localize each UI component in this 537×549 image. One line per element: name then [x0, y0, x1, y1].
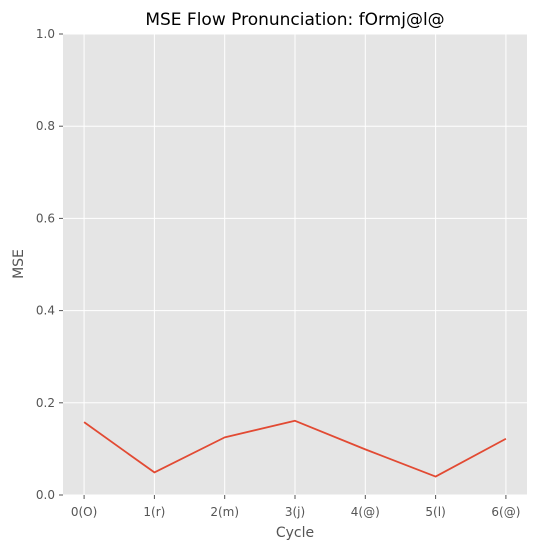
data-point	[505, 438, 507, 440]
grid-lines	[63, 33, 527, 496]
data-point	[224, 436, 226, 438]
x-tick-label: 3(j)	[285, 505, 305, 519]
chart-title: MSE Flow Pronunciation: fOrmj@l@	[145, 10, 444, 30]
y-tick-label: 0.6	[36, 211, 55, 225]
data-point	[364, 448, 366, 450]
series-lines	[83, 419, 507, 478]
data-point	[83, 421, 85, 423]
x-tick-label: 1(r)	[143, 505, 165, 519]
x-axis-label: Cycle	[276, 525, 314, 541]
y-tick-label: 0.0	[36, 488, 55, 502]
x-tick-label: 6(@)	[491, 505, 520, 519]
y-tick-label: 0.8	[36, 119, 55, 133]
data-point	[435, 476, 437, 478]
x-tick-label: 0(O)	[71, 505, 97, 519]
data-point	[294, 420, 296, 422]
series-line-0	[83, 419, 507, 478]
data-point	[153, 471, 155, 473]
y-axis-label: MSE	[11, 249, 27, 279]
x-tick-label: 4(@)	[351, 505, 380, 519]
x-tick-label: 2(m)	[210, 505, 239, 519]
y-tick-label: 0.2	[36, 396, 55, 410]
y-tick-label: 1.0	[36, 27, 55, 41]
y-tick-label: 0.4	[36, 304, 55, 318]
x-tick-label: 5(l)	[425, 505, 445, 519]
axis-ticks: 0.0 0.2 0.4 0.6 0.8 1.0 0(O) 1(r) 2(m) 3(j) 4(@) 5(…	[36, 27, 521, 519]
